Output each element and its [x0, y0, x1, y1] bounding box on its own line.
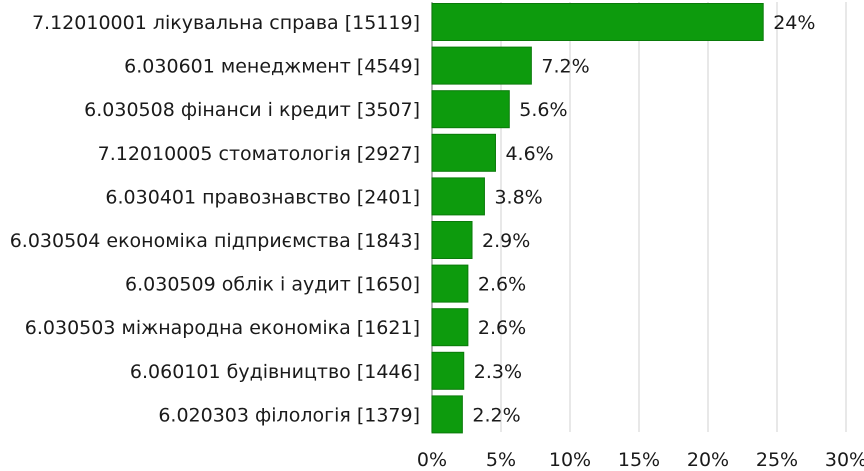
bar	[431, 90, 510, 129]
category-label: 7.12010001 лікувальна справа [15119]	[32, 12, 420, 34]
category-label: 6.030503 міжнародна економіка [1621]	[25, 317, 420, 339]
value-label: 4.6%	[505, 143, 553, 165]
x-axis-ticks: 0% 5% 10% 15% 20% 25% 30%	[417, 449, 864, 471]
value-label: 7.2%	[541, 56, 589, 78]
category-label: 6.030601 менеджмент [4549]	[124, 56, 420, 78]
value-label: 2.6%	[478, 274, 526, 296]
bars-group	[431, 3, 764, 434]
value-label: 2.3%	[474, 361, 522, 383]
bar	[431, 308, 469, 347]
x-tick-label: 30%	[825, 449, 864, 471]
x-tick-label: 0%	[417, 449, 447, 471]
category-label: 6.020303 філологія [1379]	[158, 404, 420, 426]
value-label: 2.6%	[478, 317, 526, 339]
bar	[431, 221, 473, 259]
value-labels: 24% 7.2% 5.6% 4.6% 3.8% 2.9% 2.6% 2.6% 2.3% 2.2%	[472, 12, 815, 426]
value-label: 2.9%	[482, 230, 530, 252]
value-label: 3.8%	[494, 186, 542, 208]
bar	[431, 177, 485, 216]
x-tick-label: 15%	[618, 449, 660, 471]
category-label: 7.12010005 стоматологія [2927]	[98, 143, 420, 165]
category-label: 6.060101 будівництво [1446]	[130, 361, 420, 383]
category-label: 6.030504 економіка підприємства [1843]	[10, 230, 420, 252]
bar	[431, 3, 764, 41]
bar	[431, 46, 532, 85]
value-label: 5.6%	[519, 99, 567, 121]
x-tick-label: 25%	[756, 449, 798, 471]
bar	[431, 133, 496, 172]
category-labels: 7.12010001 лікувальна справа [15119] 6.03…	[10, 12, 420, 426]
x-tick-label: 5%	[486, 449, 516, 471]
category-label: 6.030509 облік і аудит [1650]	[125, 274, 420, 296]
bar	[431, 351, 465, 390]
bar	[431, 395, 463, 434]
x-tick-label: 20%	[687, 449, 729, 471]
category-label: 6.030401 правознавство [2401]	[105, 186, 420, 208]
category-label: 6.030508 фінанси і кредит [3507]	[84, 99, 420, 121]
bar	[431, 264, 469, 303]
value-label: 2.2%	[472, 404, 520, 426]
value-label: 24%	[773, 12, 815, 34]
x-tick-label: 10%	[549, 449, 591, 471]
